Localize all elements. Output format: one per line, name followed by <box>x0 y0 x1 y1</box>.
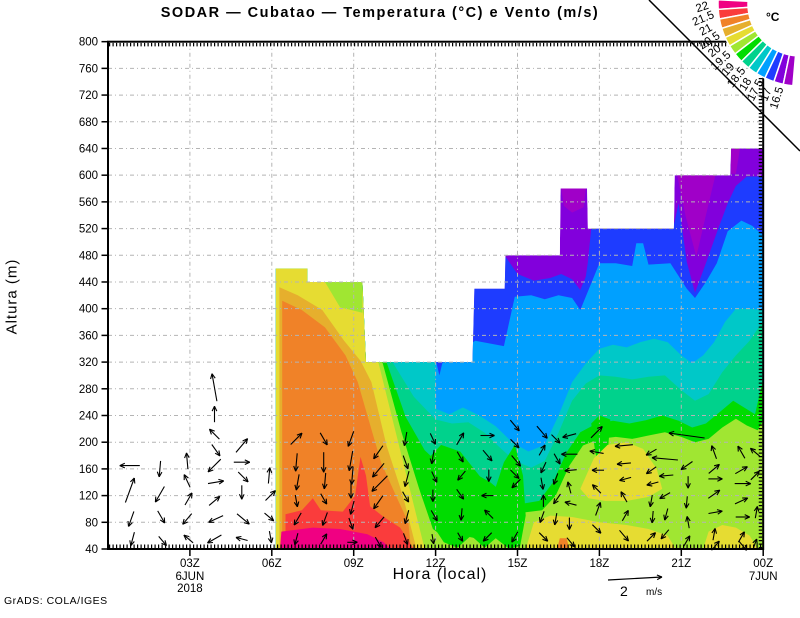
temp-band-ygreen_195_20 <box>275 148 764 549</box>
y-tick-label: 440 <box>79 277 98 289</box>
y-tick-label: 120 <box>79 491 98 503</box>
legend-tick-label: 18 <box>737 76 754 93</box>
x-tick-label: 03Z <box>180 558 200 570</box>
x-tick-label: 06Z <box>262 558 282 570</box>
temp-band-orange_dot_surface <box>557 538 570 549</box>
x-tick-label: 12Z <box>426 558 446 570</box>
y-tick-label: 280 <box>79 384 98 396</box>
legend-unit-label: °C <box>766 10 780 24</box>
y-tick-label: 400 <box>79 304 98 316</box>
contour-fill <box>275 148 764 549</box>
temp-band-green_patch_noon <box>424 444 526 549</box>
x-date-label: 6JUN <box>176 571 205 583</box>
temp-band-col_ygreen_wedge <box>325 282 363 313</box>
y-tick-label: 600 <box>79 170 98 182</box>
y-tick-label: 480 <box>79 250 98 262</box>
wind-scale-unit: m/s <box>646 587 663 598</box>
chart-title: SODAR — Cubatao — Temperatura (°C) e Ven… <box>160 5 600 21</box>
legend-separator-line <box>648 0 800 152</box>
x-tick-label: 00Z <box>753 558 773 570</box>
temp-band-purple_core_1 <box>561 188 586 213</box>
y-tick-label: 160 <box>79 464 98 476</box>
y-tick-label: 360 <box>79 330 98 342</box>
y-tick-label: 80 <box>85 517 98 529</box>
wind-vectors <box>119 373 760 551</box>
y-tick-label: 680 <box>79 117 98 129</box>
grid-lines <box>108 41 764 549</box>
temp-band-col_magenta <box>280 527 391 549</box>
temp-band-purple_core_3 <box>731 148 740 174</box>
x-tick-label: 09Z <box>344 558 364 570</box>
y-tick-label: 320 <box>79 357 98 369</box>
temp-band-yellow_surface_late <box>703 525 758 549</box>
x-date-label: 7JUN <box>749 571 778 583</box>
y-tick-label: 720 <box>79 90 98 102</box>
y-tick-label: 40 <box>85 544 98 556</box>
temp-band-blue_notch <box>435 359 444 376</box>
temp-band-col_red <box>285 456 414 549</box>
y-axis-label: Altura (m) <box>3 258 21 335</box>
x-axis-label: Hora (local) <box>392 566 488 583</box>
axis-ticks: 40 80 120 160 200 240 280 320 360 400 440 480 520 560… <box>79 37 778 595</box>
wind-scale-value: 2 <box>620 583 628 599</box>
y-tick-label: 200 <box>79 437 98 449</box>
y-tick-label: 560 <box>79 197 98 209</box>
y-tick-label: 640 <box>79 143 98 155</box>
x-tick-label: 21Z <box>671 558 691 570</box>
legend-tick-label: 21 <box>698 22 715 39</box>
legend-tick-label: 16.5 <box>768 86 786 111</box>
y-tick-label: 760 <box>79 63 98 75</box>
y-tick-label: 800 <box>79 37 98 49</box>
x-tick-label: 15Z <box>508 558 528 570</box>
x-tick-label: 18Z <box>589 558 609 570</box>
y-tick-label: 240 <box>79 410 98 422</box>
temp-band-yellow_blob_evening <box>580 442 663 501</box>
temp-band-col_orange <box>282 300 411 549</box>
temp-band-purple_core_2 <box>677 175 716 257</box>
grads-watermark: GrADS: COLA/IGES <box>4 595 108 607</box>
x-date-label: 2018 <box>177 583 203 595</box>
legend-fan-segment <box>782 54 797 87</box>
legend-tick-label: 17 <box>758 87 774 103</box>
legend-tick-label: 22 <box>694 0 710 15</box>
y-tick-label: 520 <box>79 224 98 236</box>
wind-scale-arrow <box>607 574 663 581</box>
